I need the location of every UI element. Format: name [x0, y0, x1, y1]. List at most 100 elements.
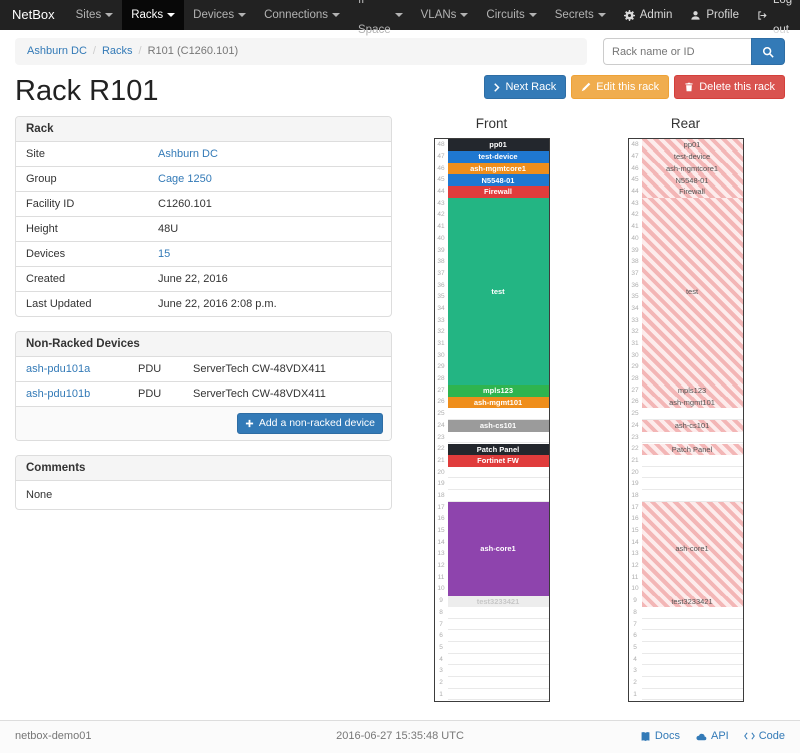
rack-unit-23: 23 [435, 432, 549, 444]
device-firewall-rear[interactable]: Firewall [641, 186, 743, 198]
breadcrumb-item-racks[interactable]: Racks [101, 45, 133, 57]
attr-value-link-devices[interactable]: 15 [158, 248, 171, 261]
device-link-ash-pdu101a[interactable]: ash-pdu101a [26, 363, 91, 376]
code-icon [743, 732, 755, 740]
footer-link-docs[interactable]: Docs [640, 730, 680, 742]
unit-number: 30 [631, 351, 639, 359]
unit-number: 25 [437, 410, 445, 418]
device-mpls123-front[interactable]: mpls123 [447, 385, 549, 397]
device-n5548-01-rear[interactable]: N5548-01 [641, 174, 743, 187]
brand-link[interactable]: NetBox [12, 7, 55, 22]
nav-item-log-out[interactable]: Log out [748, 0, 800, 36]
attr-value-link-group[interactable]: Cage 1250 [158, 173, 212, 186]
unit-number: 34 [631, 304, 639, 312]
device-test-front[interactable]: test [447, 197, 549, 386]
device-type-cell: ServerTech CW-48VDX411 [183, 381, 391, 407]
empty-slot [641, 408, 743, 420]
nav-item-ip-space[interactable]: IP Space [349, 0, 412, 36]
empty-slot [447, 607, 549, 619]
chevron-down-icon [238, 13, 247, 17]
device-test-rear[interactable]: test [641, 197, 743, 386]
nav-item-connections[interactable]: Connections [255, 0, 349, 30]
device-ash-cs101-rear[interactable]: ash-cs101 [641, 420, 743, 432]
device-test3233421-front[interactable]: test3233421 [447, 595, 549, 608]
cloud-icon [695, 732, 707, 741]
chevron-down-icon [167, 13, 176, 17]
rack-unit-8: 8 [629, 607, 743, 619]
attr-value: Cage 1250 [148, 166, 391, 192]
rack-unit-18: 18 [435, 490, 549, 502]
unit-number: 23 [631, 433, 639, 441]
device-ash-mgmtcore1-front[interactable]: ash-mgmtcore1 [447, 162, 549, 175]
trash-icon [684, 82, 694, 92]
nav-item-secrets[interactable]: Secrets [546, 0, 615, 30]
front-elevation-title: Front [475, 116, 508, 132]
chevron-down-icon [460, 13, 469, 17]
device-test-device-rear[interactable]: test-device [641, 151, 743, 163]
next-rack-button[interactable]: Next Rack [484, 75, 567, 100]
nav-item-profile[interactable]: Profile [681, 0, 748, 30]
device-test3233421-rear[interactable]: test3233421 [641, 595, 743, 608]
device-test-device-front[interactable]: test-device [447, 151, 549, 163]
device-patch-panel-rear[interactable]: Patch Panel [641, 443, 743, 456]
search-input[interactable] [603, 38, 751, 65]
nav-item-racks[interactable]: Racks [122, 0, 185, 30]
rack-unit-1: 1 [435, 689, 549, 701]
nav-item-vlans[interactable]: VLANs [412, 0, 478, 30]
device-ash-mgmt101-rear[interactable]: ash-mgmt101 [641, 396, 743, 409]
footer-link-code[interactable]: Code [743, 730, 785, 742]
unit-number: 1 [439, 690, 443, 698]
unit-number: 47 [437, 153, 445, 161]
footer-link-api[interactable]: API [695, 730, 729, 742]
device-ash-core1-rear[interactable]: ash-core1 [641, 502, 743, 596]
nav-item-circuits[interactable]: Circuits [477, 0, 545, 30]
comments-panel: Comments None [15, 454, 392, 510]
unit-number: 41 [631, 223, 639, 231]
nonracked-table: ash-pdu101a PDU ServerTech CW-48VDX411 ash-… [16, 357, 391, 407]
device-fortinet-fw-front[interactable]: Fortinet FW [447, 455, 549, 467]
nonracked-panel-title: Non-Racked Devices [16, 332, 391, 358]
device-patch-panel-front[interactable]: Patch Panel [447, 443, 549, 456]
device-ash-core1-front[interactable]: ash-core1 [447, 502, 549, 596]
unit-number: 18 [631, 491, 639, 499]
breadcrumb-item-ashburn-dc[interactable]: Ashburn DC [27, 45, 87, 57]
unit-number: 48 [631, 141, 639, 149]
device-ash-mgmtcore1-rear[interactable]: ash-mgmtcore1 [641, 162, 743, 175]
nav-item-admin[interactable]: Admin [615, 0, 682, 30]
rack-unit-4: 4 [435, 654, 549, 666]
empty-slot [447, 642, 549, 654]
device-mpls123-rear[interactable]: mpls123 [641, 385, 743, 397]
page-title: Rack R101 [15, 75, 159, 107]
attr-label: Height [16, 216, 148, 242]
unit-number: 20 [437, 468, 445, 476]
delete-rack-button[interactable]: Delete this rack [674, 75, 785, 100]
device-firewall-front[interactable]: Firewall [447, 186, 549, 198]
search-button[interactable] [751, 38, 785, 65]
rack-panel: Rack Site Ashburn DC Group Cage 1250 Facilit… [15, 116, 392, 318]
empty-slot [447, 689, 549, 701]
unit-number: 29 [631, 363, 639, 371]
attr-value: Ashburn DC [148, 142, 391, 167]
device-pp01-rear[interactable]: pp01 [641, 139, 743, 152]
add-nonracked-device-button[interactable]: Add a non-racked device [236, 413, 383, 434]
nav-item-sites[interactable]: Sites [67, 0, 123, 30]
logout-icon [757, 10, 768, 21]
unit-number: 47 [631, 153, 639, 161]
empty-slot [641, 478, 743, 490]
unit-number: 9 [633, 597, 637, 605]
device-ash-mgmt101-front[interactable]: ash-mgmt101 [447, 396, 549, 409]
device-ash-cs101-front[interactable]: ash-cs101 [447, 420, 549, 432]
empty-slot [641, 467, 743, 479]
device-role-cell: PDU [138, 363, 162, 376]
rack-panel-title: Rack [16, 117, 391, 143]
device-pp01-front[interactable]: pp01 [447, 139, 549, 152]
nav-item-label: Connections [264, 9, 329, 21]
device-link-ash-pdu101b[interactable]: ash-pdu101b [26, 388, 91, 401]
edit-rack-button[interactable]: Edit this rack [571, 75, 670, 100]
unit-number: 8 [439, 608, 443, 616]
rack-attr-row-facility-id: Facility ID C1260.101 [16, 191, 391, 217]
device-n5548-01-front[interactable]: N5548-01 [447, 174, 549, 187]
nav-item-devices[interactable]: Devices [184, 0, 255, 30]
attr-value-link-site[interactable]: Ashburn DC [158, 148, 218, 161]
unit-number: 33 [437, 316, 445, 324]
